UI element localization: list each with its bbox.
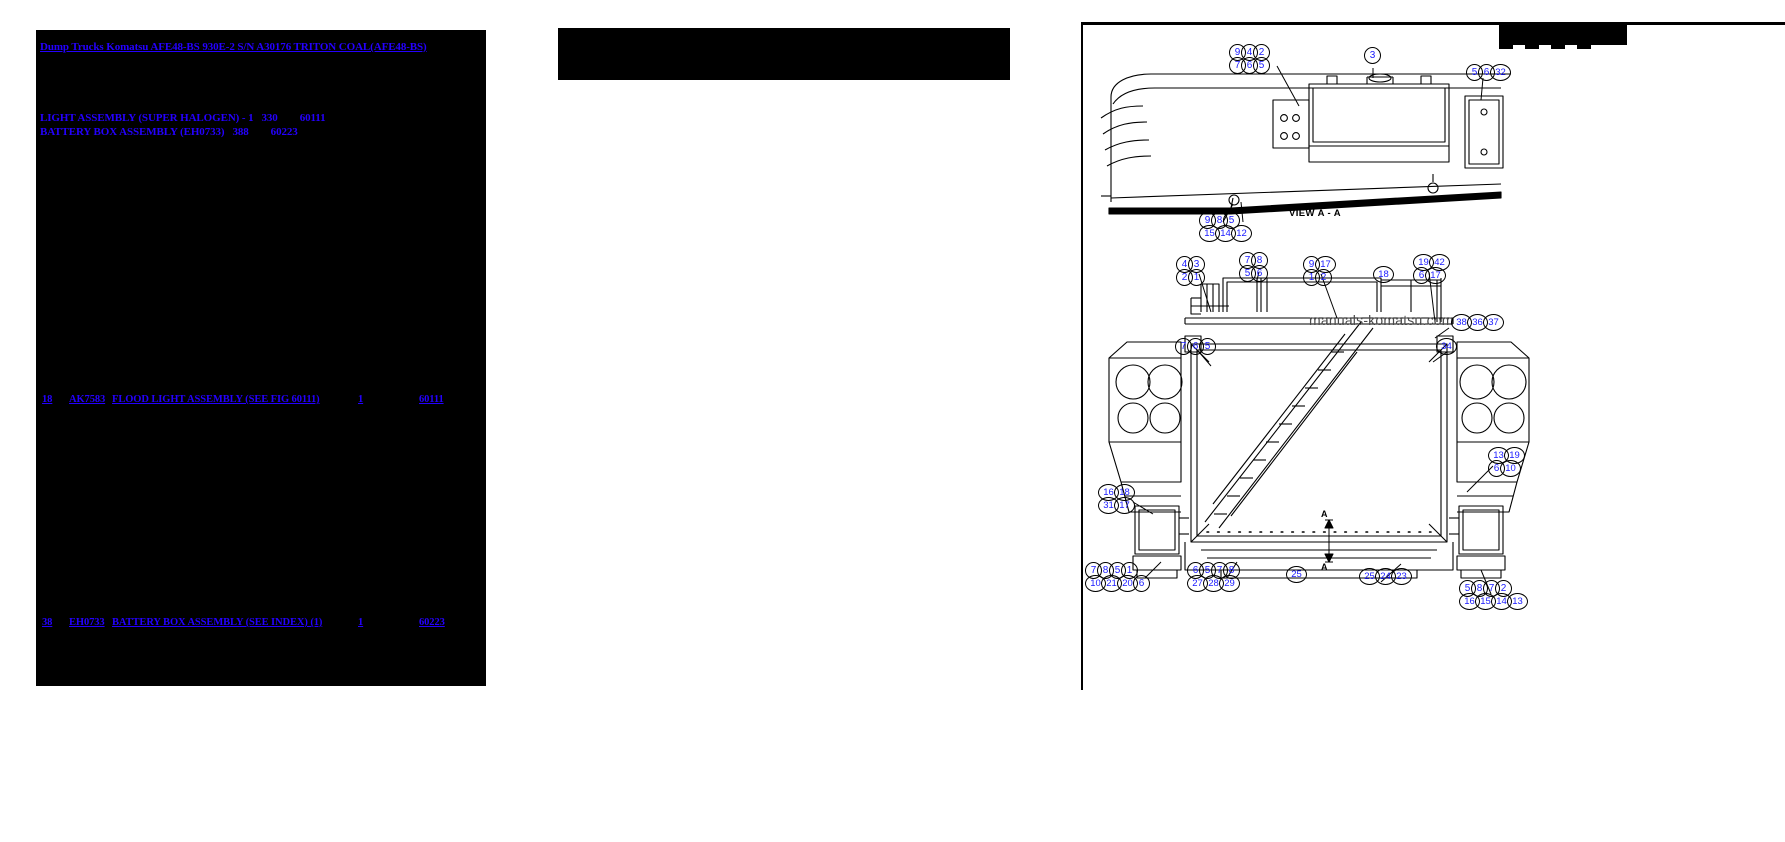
section-letter-bottom: A bbox=[1321, 562, 1328, 572]
part-quantity: 1 bbox=[358, 394, 364, 405]
parts-catalog-document: Dump Trucks Komatsu AFE48-BS 930E-2 S/N … bbox=[36, 30, 486, 686]
balloon-row: 5 6 32 bbox=[1466, 64, 1511, 81]
balloon-row: 27 28 29 bbox=[1187, 575, 1240, 592]
balloon-callout[interactable]: 10 bbox=[1500, 460, 1521, 477]
balloon-row: 25 24 23 bbox=[1359, 568, 1412, 585]
index-page: 388 bbox=[232, 126, 249, 138]
index-name: LIGHT ASSEMBLY (SUPER HALOGEN) - 1 bbox=[40, 112, 254, 124]
index-name: BATTERY BOX ASSEMBLY (EH0733) bbox=[40, 126, 225, 138]
balloon-callout[interactable]: 6 bbox=[1133, 575, 1150, 592]
balloon-callout[interactable]: 17 bbox=[1114, 497, 1135, 514]
balloon-callout[interactable]: 18 bbox=[1373, 266, 1394, 283]
section-letter-top: A bbox=[1321, 509, 1328, 519]
view-aa-label: VIEW A - A bbox=[1289, 208, 1342, 219]
balloon-callout[interactable]: 32 bbox=[1490, 64, 1511, 81]
balloon-group: 19 42 6 17 bbox=[1413, 254, 1450, 284]
part-item-number: 18 bbox=[42, 394, 53, 405]
table-row[interactable]: 18 AK7583 FLOOD LIGHT ASSEMBLY (SEE FIG … bbox=[36, 394, 486, 408]
balloon-callout[interactable]: 1 bbox=[1188, 269, 1205, 286]
index-code: 60111 bbox=[299, 112, 326, 124]
balloon-group: 7 8 5 1 10 21 20 6 bbox=[1085, 562, 1150, 592]
balloon-row: 6 10 bbox=[1488, 460, 1521, 477]
balloon-row: 3 bbox=[1364, 47, 1381, 64]
watermark-text: manuals-komatsu.com bbox=[1309, 312, 1454, 328]
index-row-battery-box[interactable]: BATTERY BOX ASSEMBLY (EH0733) 388 60223 bbox=[40, 126, 298, 138]
diagram-header-bar bbox=[1499, 25, 1627, 45]
balloon-callout[interactable]: 5 bbox=[1253, 57, 1270, 74]
part-quantity: 1 bbox=[358, 617, 364, 628]
table-row[interactable]: 38 EH0733 BATTERY BOX ASSEMBLY (SEE INDE… bbox=[36, 617, 486, 631]
balloon-row: 38 36 37 bbox=[1451, 314, 1504, 331]
balloon-callout[interactable]: 37 bbox=[1483, 314, 1504, 331]
balloon-row: 10 21 20 6 bbox=[1085, 575, 1150, 592]
balloon-group: 25 bbox=[1286, 566, 1307, 583]
balloon-row: 34 bbox=[1436, 338, 1457, 355]
balloon-group: 16 18 31 17 bbox=[1098, 484, 1135, 514]
index-page: 330 bbox=[261, 112, 278, 124]
balloon-group: 5 8 7 2 16 15 14 13 bbox=[1459, 580, 1528, 610]
index-code: 60223 bbox=[270, 126, 298, 138]
part-description: FLOOD LIGHT ASSEMBLY (SEE FIG 60111) bbox=[112, 394, 320, 405]
balloon-group: 34 bbox=[1436, 338, 1457, 355]
balloon-callout[interactable]: 5 bbox=[1199, 338, 1216, 355]
balloon-row: 25 bbox=[1286, 566, 1307, 583]
balloon-callout[interactable]: 25 bbox=[1286, 566, 1307, 583]
balloon-row: 6 17 bbox=[1413, 267, 1446, 284]
balloon-group: 25 24 23 bbox=[1359, 568, 1412, 585]
index-row-light-assembly[interactable]: LIGHT ASSEMBLY (SUPER HALOGEN) - 1 330 601… bbox=[40, 112, 326, 124]
document-title[interactable]: Dump Trucks Komatsu AFE48-BS 930E-2 S/N … bbox=[40, 41, 427, 53]
balloon-group: 13 19 6 10 bbox=[1488, 447, 1525, 477]
diagram-top-border bbox=[1083, 22, 1785, 25]
balloon-callout[interactable]: 17 bbox=[1425, 267, 1446, 284]
part-description: BATTERY BOX ASSEMBLY (SEE INDEX) (1) bbox=[112, 617, 323, 628]
balloon-group: 5 6 32 bbox=[1466, 64, 1511, 81]
balloon-row: 18 bbox=[1373, 266, 1394, 283]
part-reference: 60111 bbox=[419, 394, 444, 405]
part-number: EH0733 bbox=[69, 617, 105, 628]
balloon-group: 3 bbox=[1364, 47, 1381, 64]
balloon-group: 9 8 5 15 14 12 bbox=[1199, 212, 1252, 242]
part-number: AK7583 bbox=[69, 394, 106, 405]
balloon-callout[interactable]: 29 bbox=[1219, 575, 1240, 592]
balloon-row: 31 17 bbox=[1098, 497, 1135, 514]
balloon-row: 15 14 12 bbox=[1199, 225, 1252, 242]
balloon-group: 6 5 7 8 27 28 29 bbox=[1187, 562, 1240, 592]
balloon-group: 18 bbox=[1373, 266, 1394, 283]
balloon-callout[interactable]: 3 bbox=[1364, 47, 1381, 64]
balloon-group: 38 36 37 bbox=[1451, 314, 1504, 331]
balloon-row: 16 15 14 13 bbox=[1459, 593, 1528, 610]
balloon-group: 9 17 1 2 bbox=[1303, 256, 1336, 286]
balloon-callout[interactable]: 2 bbox=[1315, 269, 1332, 286]
balloon-callout[interactable]: 34 bbox=[1436, 338, 1457, 355]
center-black-banner bbox=[558, 28, 1010, 80]
balloon-callout[interactable]: 23 bbox=[1391, 568, 1412, 585]
diagram-left-border bbox=[1081, 22, 1083, 690]
balloon-callout[interactable]: 12 bbox=[1231, 225, 1252, 242]
part-reference: 60223 bbox=[419, 617, 445, 628]
diagram-header-ticks bbox=[1499, 45, 1627, 49]
balloon-callout[interactable]: 6 bbox=[1251, 265, 1268, 282]
balloon-callout[interactable]: 13 bbox=[1507, 593, 1528, 610]
part-item-number: 38 bbox=[42, 617, 53, 628]
